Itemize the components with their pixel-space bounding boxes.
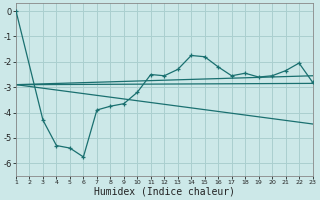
X-axis label: Humidex (Indice chaleur): Humidex (Indice chaleur) — [94, 187, 235, 197]
